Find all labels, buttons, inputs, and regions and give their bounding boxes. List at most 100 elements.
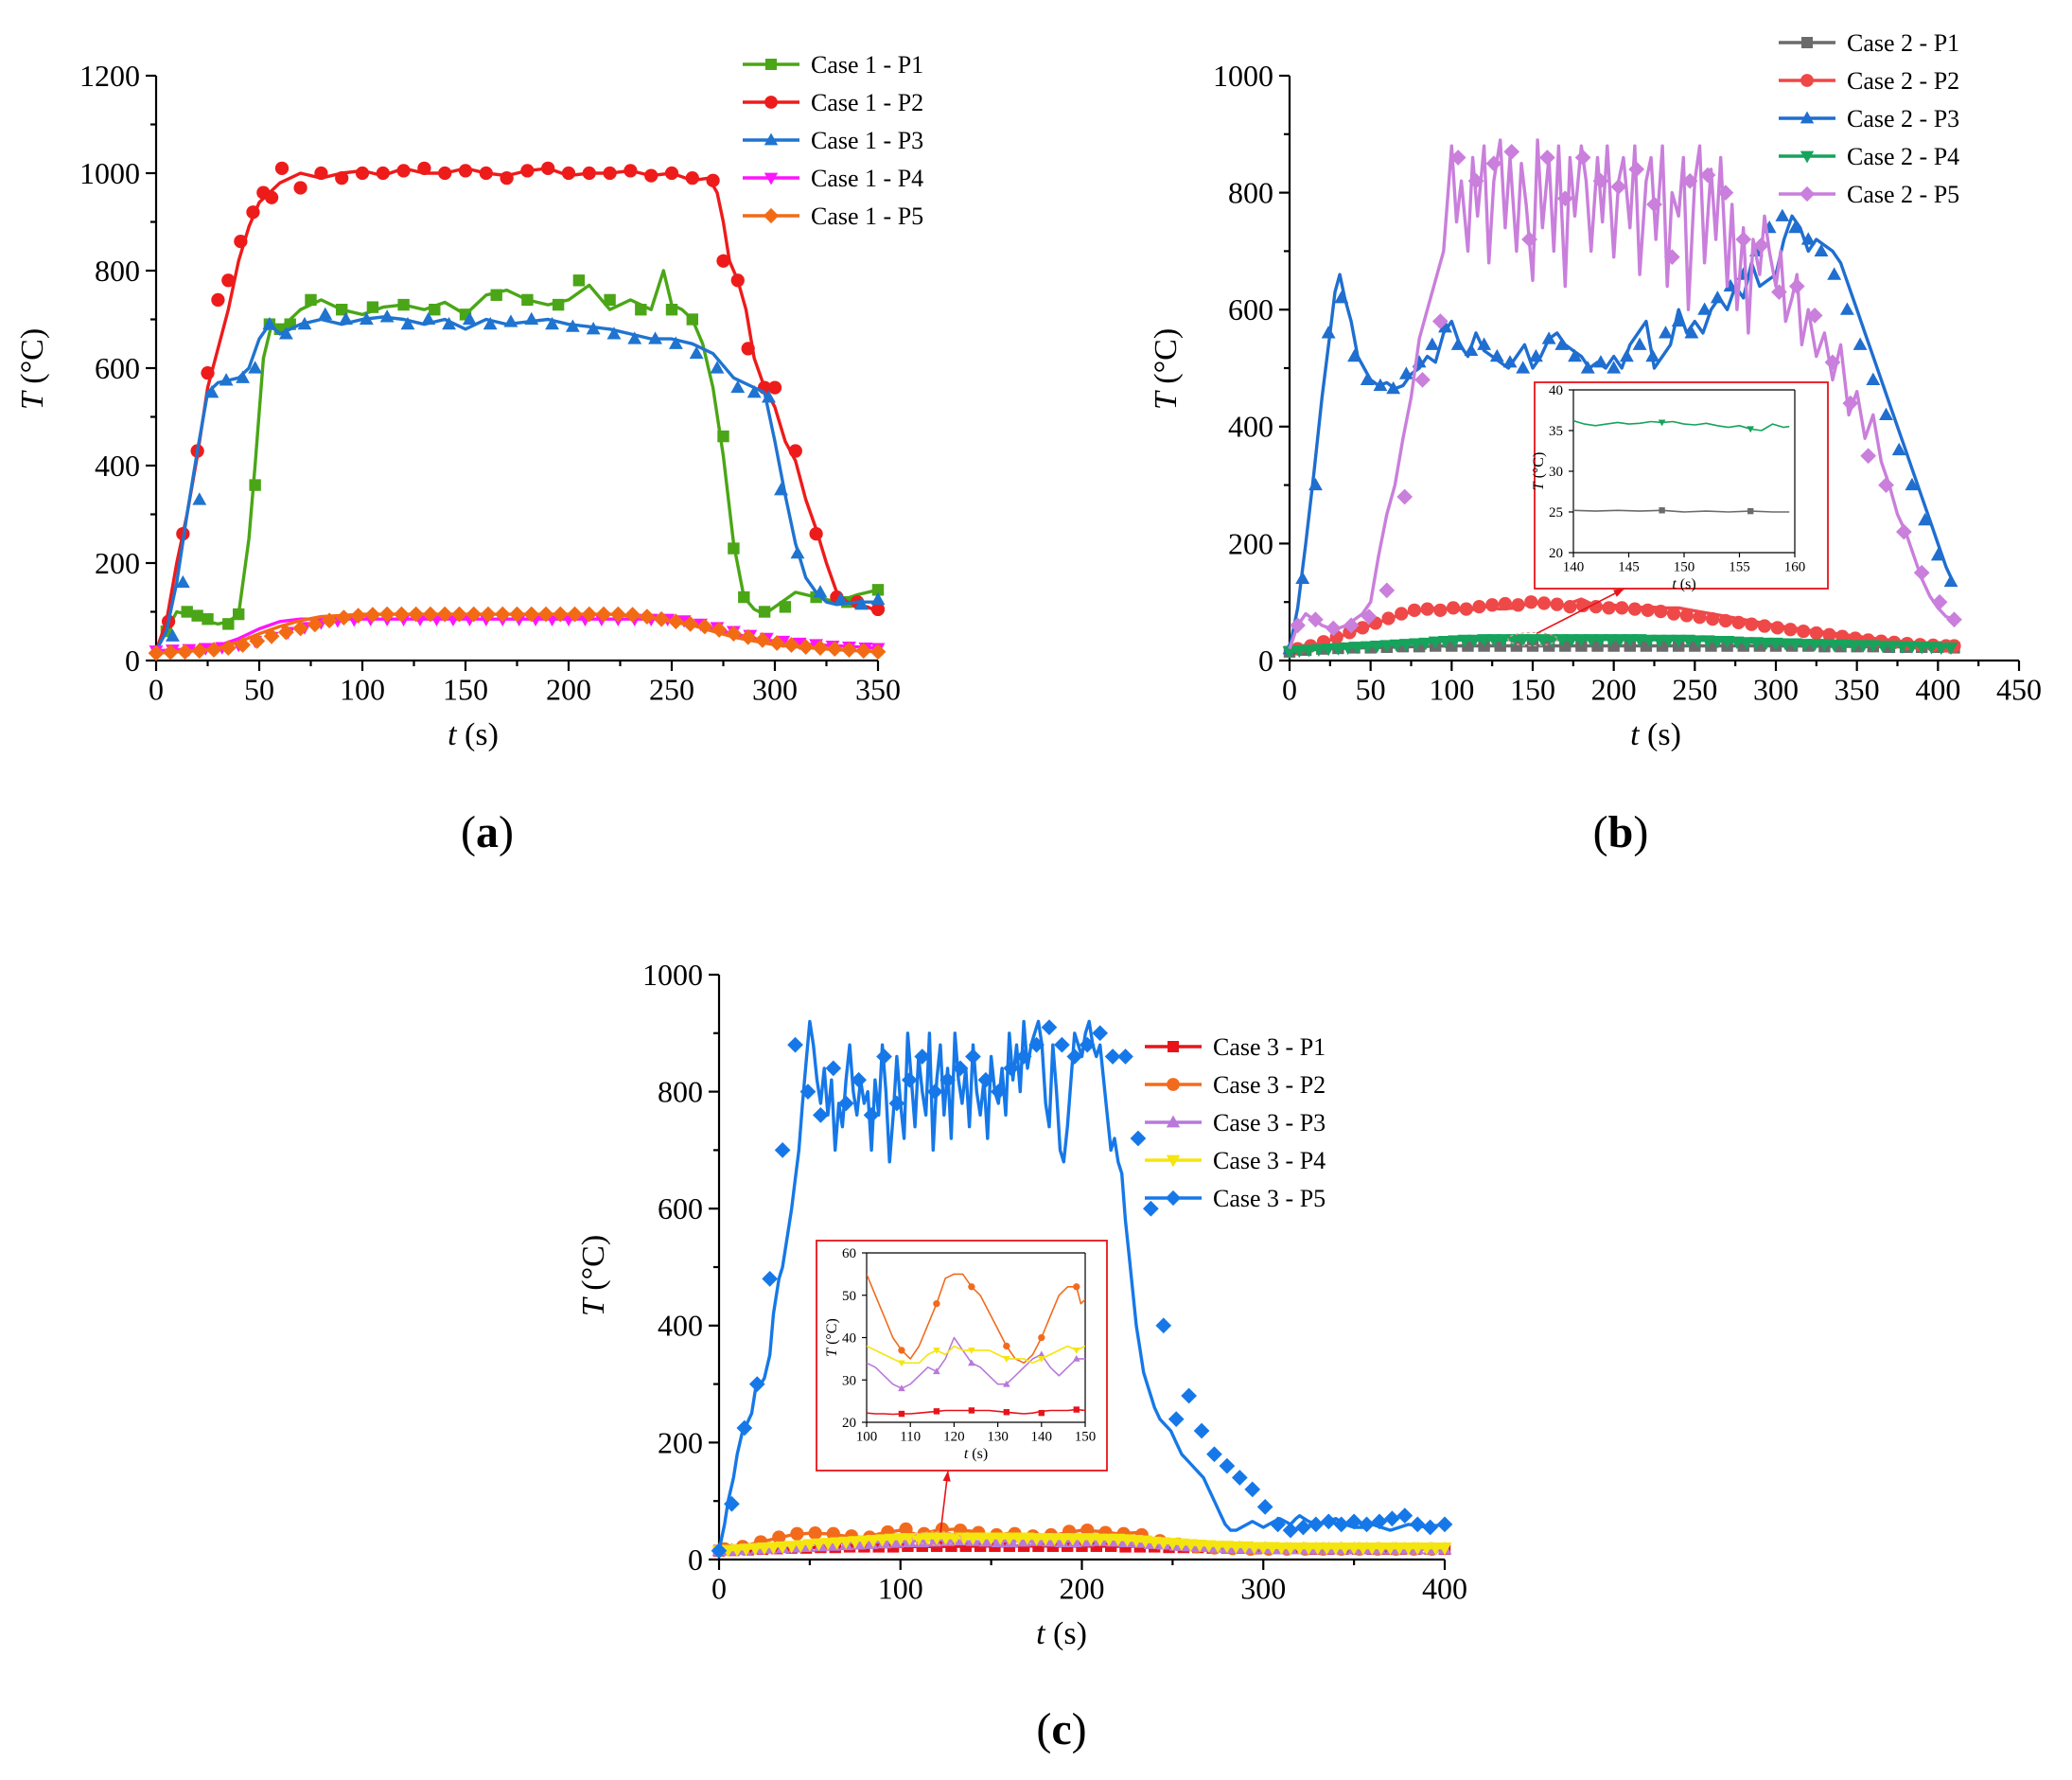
panel-b-case-2-p5-point — [1946, 611, 1962, 628]
panel-b-inset-case-2-p1-point — [1659, 507, 1665, 514]
panel-b-case-2-p3-point — [1321, 326, 1336, 339]
panel-c-inset-case-3-p3-point — [1072, 1354, 1080, 1362]
panel-b-case-2-p4-point — [1525, 634, 1540, 647]
panel-a-case-1-p1-point — [728, 542, 740, 555]
panel-c-case-3-p4-point — [1210, 1541, 1225, 1554]
panel-c-case-3-p5-point — [1436, 1516, 1453, 1533]
panel-a-case-1-p5-point — [364, 607, 381, 623]
panel-b-case-2-p4-point — [1379, 640, 1395, 653]
panel-a-case-1-p2-point — [376, 166, 390, 181]
panel-c-y-axis-title: T (°C) — [576, 1235, 611, 1316]
panel-b-case-2-p5-point — [1378, 582, 1396, 599]
panel-c-case-3-p4-point — [939, 1532, 954, 1545]
panel-c-label-open: ( — [1036, 1704, 1051, 1754]
panel-b-case-2-p5-point — [1895, 523, 1912, 540]
panel-c-case-3-p4-point — [902, 1533, 917, 1546]
panel-b-case-2-p2-point — [1602, 601, 1616, 615]
panel-c-case-3-p5-point — [1142, 1200, 1159, 1217]
panel-b-case-2-p3-point — [1593, 355, 1608, 368]
panel-a-case-1-p1-point — [758, 606, 771, 618]
panel-c-case-3-p4-point — [1047, 1533, 1062, 1546]
panel-a-case-1-p5-point — [191, 643, 208, 660]
panel-b-case-2-p2-point — [1563, 600, 1577, 614]
panel-b-case-2-p4-point — [1593, 634, 1608, 647]
panel-b-case-2-p5-point — [1681, 172, 1698, 189]
panel-c-case-3-p5-point — [825, 1060, 842, 1077]
panel-b-inset-y-tick-label: 35 — [1549, 424, 1563, 439]
panel-b-case-2-p4-point — [1632, 634, 1647, 647]
panel-b-case-2-p4-point — [1846, 640, 1861, 653]
panel-c-case-3-p4-point — [966, 1532, 980, 1545]
panel-a-case-1-p1-point — [429, 304, 441, 316]
panel-b-y-tick-label: 600 — [1228, 292, 1273, 326]
panel-c-case-3-p4-point — [1002, 1532, 1017, 1545]
panel-b-case-2-p4-point — [1875, 640, 1890, 654]
panel-a-case-1-p5-point — [263, 627, 280, 644]
panel-c-case-3-p4-point — [747, 1542, 763, 1557]
panel-c-case-3-p5-point — [837, 1095, 854, 1112]
panel-c-case-3-p4-point — [757, 1542, 772, 1556]
panel-c-inset-case-3-p1-point — [1073, 1406, 1080, 1413]
panel-b-case-2-p5-point — [1806, 308, 1823, 324]
panel-c-case-3-p5-point — [748, 1376, 765, 1392]
panel-b-inset-case-2-p4-point — [1747, 426, 1755, 433]
panel-c-inset-case-3-p1-point — [1003, 1409, 1010, 1416]
panel-c-case-3-p5-point — [1384, 1510, 1400, 1527]
panel-a-case-1-p1-point — [572, 274, 586, 287]
panel-a-label-letter: a — [476, 807, 499, 857]
panel-c-case-3-p2-point — [772, 1530, 786, 1544]
panel-c-inset-case-3-p3-point — [1037, 1350, 1045, 1358]
panel-b-case-2-p3-point — [1295, 571, 1310, 585]
panel-b-case-2-p4-point — [1885, 640, 1900, 654]
panel-b-case-2-p5-point — [1308, 611, 1324, 628]
panel-c-case-3-p4-point — [1328, 1542, 1343, 1556]
panel-b-case-2-p2-point — [1550, 597, 1564, 611]
panel-b-case-2-p4-point — [1341, 642, 1356, 656]
panel-c-case-3-p5-point — [1371, 1513, 1388, 1530]
panel-c-case-3-p5-point — [851, 1071, 868, 1088]
panel-b-inset-y-axis-title-var: T — [1531, 481, 1547, 490]
panel-b-x-tick-label: 50 — [1356, 672, 1386, 706]
panel-b-case-2-p5-point — [1503, 143, 1520, 160]
panel-b-case-2-p5-point — [1699, 167, 1716, 184]
panel-b-case-2-p3-point — [1645, 348, 1660, 362]
panel-a-case-1-p1-point — [635, 304, 647, 316]
panel-b-case-2-p2-point — [1731, 615, 1746, 629]
panel-b-x-tick-label: 100 — [1429, 672, 1474, 706]
panel-b-x-tick-label: 400 — [1915, 672, 1960, 706]
panel-a-case-1-p3-point — [813, 585, 828, 598]
panel-c-case-3-p4-point — [984, 1532, 999, 1545]
panel-b-case-2-p3-point — [1918, 512, 1933, 526]
panel-c-case-3-p5-point — [1181, 1387, 1198, 1404]
panel-b-case-2-p4-point — [1603, 634, 1618, 647]
legend-item-case-3-p1-label: Case 3 - P1 — [1213, 1033, 1326, 1061]
panel-a-case-1-p1-point — [717, 430, 729, 443]
panel-b-y-axis-title-var: T — [1149, 390, 1184, 410]
panel-c-inset-y-axis-title-var: T — [824, 1348, 840, 1357]
panel-b-inset-y-tick-label: 30 — [1549, 465, 1563, 480]
panel-b-case-2-p4-point — [1477, 634, 1492, 647]
panel-b-series-group — [1282, 138, 1962, 660]
legend-item-case-3-p4-label: Case 3 - P4 — [1213, 1147, 1326, 1174]
panel-b-case-2-p5-line — [1288, 138, 1956, 650]
panel-c-case-3-p5-point — [1231, 1470, 1248, 1486]
panel-a-case-1-p3-point — [648, 331, 662, 344]
panel-b-case-2-p4-point — [1398, 639, 1414, 652]
panel-a-case-1-p1-point — [202, 613, 214, 626]
panel-a-case-1-p5-point — [148, 644, 165, 661]
panel-b-case-2-p5-point — [1467, 172, 1484, 189]
legend-item-case-1-p2: Case 1 - P2 — [743, 89, 923, 116]
panel-c-case-3-p4-point — [1419, 1542, 1434, 1556]
panel-c-inset-case-3-p4-point — [1003, 1355, 1010, 1363]
panel-a-x-tick-label: 300 — [752, 672, 798, 706]
panel-c-inset-x-axis-title: t (s) — [964, 1446, 988, 1462]
panel-c-case-3-p5-point — [799, 1084, 817, 1100]
panel-a-case-1-p5-point — [609, 606, 626, 623]
panel-b-case-2-p3-point — [1516, 361, 1531, 374]
panel-a-case-1-p3-point — [606, 326, 622, 340]
panel-b-case-2-p4-point — [1749, 637, 1764, 650]
panel-b-case-2-p5-point — [1878, 477, 1894, 493]
legend-item-case-1-p3-label: Case 1 - P3 — [811, 127, 923, 154]
panel-c-case-3-p5-point — [1130, 1130, 1147, 1147]
